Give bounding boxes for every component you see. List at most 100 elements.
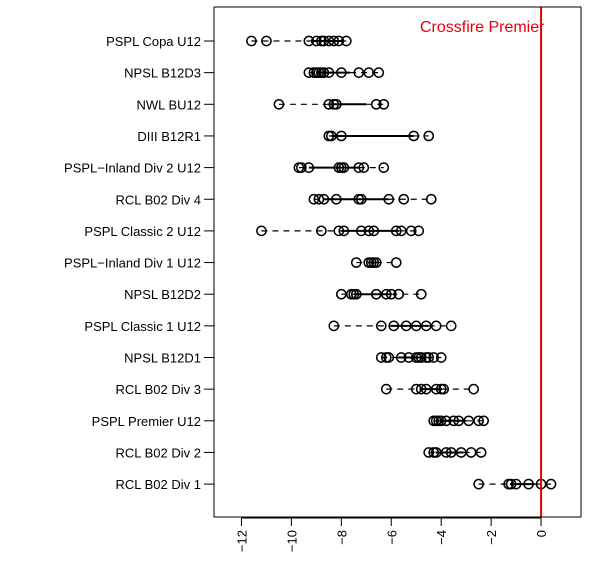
category-group xyxy=(303,67,385,79)
data-point xyxy=(350,257,362,268)
data-point xyxy=(335,130,347,142)
data-point xyxy=(370,98,382,110)
data-point xyxy=(385,288,397,300)
data-point xyxy=(468,383,479,395)
data-point xyxy=(403,352,415,363)
data-point xyxy=(438,383,450,395)
data-point xyxy=(545,478,557,490)
data-point xyxy=(448,415,460,427)
data-point xyxy=(420,320,432,332)
data-point xyxy=(523,478,534,490)
data-point xyxy=(390,257,402,268)
data-point xyxy=(333,35,345,47)
data-point xyxy=(353,162,365,173)
category-label: PSPL Copa U12 xyxy=(106,34,201,49)
category-group xyxy=(380,383,479,395)
category-group xyxy=(323,130,435,142)
data-point xyxy=(428,352,440,363)
data-point xyxy=(440,415,452,427)
data-point xyxy=(246,35,257,47)
category-label: NPSL B12D3 xyxy=(124,66,201,81)
data-point xyxy=(390,225,402,237)
category-group xyxy=(428,415,489,427)
data-point xyxy=(383,193,395,205)
data-point xyxy=(363,67,375,79)
data-point xyxy=(395,352,407,363)
data-point xyxy=(435,415,447,427)
data-point xyxy=(273,98,285,110)
data-point xyxy=(368,225,380,237)
category-group xyxy=(256,225,425,237)
data-point xyxy=(423,130,435,142)
category-group xyxy=(423,447,487,458)
data-point xyxy=(415,288,427,300)
data-point xyxy=(380,288,392,300)
data-point xyxy=(393,288,405,300)
data-point xyxy=(370,257,382,268)
category-label: PSPL Classic 1 U12 xyxy=(84,319,201,334)
plot-frame xyxy=(213,6,582,518)
category-label: NWL BU12 xyxy=(136,97,201,112)
data-point xyxy=(375,352,387,363)
data-point xyxy=(435,352,447,363)
data-point xyxy=(410,383,422,395)
category-label: PSPL−Inland Div 1 U12 xyxy=(64,256,201,271)
data-point xyxy=(378,162,390,173)
data-point xyxy=(335,288,347,300)
x-tick-label: 0 xyxy=(534,530,549,537)
data-point xyxy=(478,415,489,427)
data-point xyxy=(473,415,484,427)
data-point xyxy=(405,225,417,237)
category-label: NPSL B12D1 xyxy=(124,351,201,366)
data-point xyxy=(328,35,340,47)
data-point xyxy=(430,320,442,332)
data-point xyxy=(316,225,327,237)
x-tick-label: −6 xyxy=(384,530,399,545)
data-point xyxy=(323,98,335,110)
data-point xyxy=(340,35,352,47)
category-label: RCL B02 Div 4 xyxy=(116,192,202,207)
category-group xyxy=(375,352,447,363)
data-point xyxy=(296,162,307,173)
data-point xyxy=(420,383,432,395)
category-label: NPSL B12D2 xyxy=(124,287,201,302)
data-point xyxy=(510,478,522,490)
data-point xyxy=(400,320,412,332)
y-axis-labels: PSPL Copa U12 NPSL B12D3 NWL BU12 DIII B12R… xyxy=(64,34,214,492)
category-label: PSPL Premier U12 xyxy=(92,414,201,429)
reference-line-label: Crossfire Premier xyxy=(420,19,545,36)
data-point xyxy=(338,162,350,173)
data-point xyxy=(303,67,315,79)
category-group xyxy=(246,35,352,47)
data-point xyxy=(395,225,407,237)
chart-marks xyxy=(246,35,557,490)
data-point xyxy=(303,162,315,173)
category-group xyxy=(350,257,402,268)
data-point xyxy=(328,320,340,332)
data-point xyxy=(463,415,475,427)
data-point xyxy=(358,162,370,173)
data-point xyxy=(415,352,427,363)
x-tick-label: −2 xyxy=(484,530,499,545)
data-point xyxy=(475,447,487,458)
data-point xyxy=(323,67,335,79)
data-point xyxy=(355,225,367,237)
data-point xyxy=(445,447,457,458)
data-point xyxy=(423,447,435,458)
data-point xyxy=(353,67,365,79)
data-point xyxy=(318,35,330,47)
data-point xyxy=(440,447,452,458)
data-point xyxy=(335,67,347,79)
data-point xyxy=(323,35,335,47)
data-point xyxy=(453,415,465,427)
data-point xyxy=(430,447,442,458)
data-point xyxy=(423,352,435,363)
data-point xyxy=(380,383,392,395)
data-point xyxy=(370,288,382,300)
data-point xyxy=(330,98,342,110)
data-point xyxy=(445,320,457,332)
category-label: PSPL Classic 2 U12 xyxy=(84,224,201,239)
data-point xyxy=(505,478,517,490)
